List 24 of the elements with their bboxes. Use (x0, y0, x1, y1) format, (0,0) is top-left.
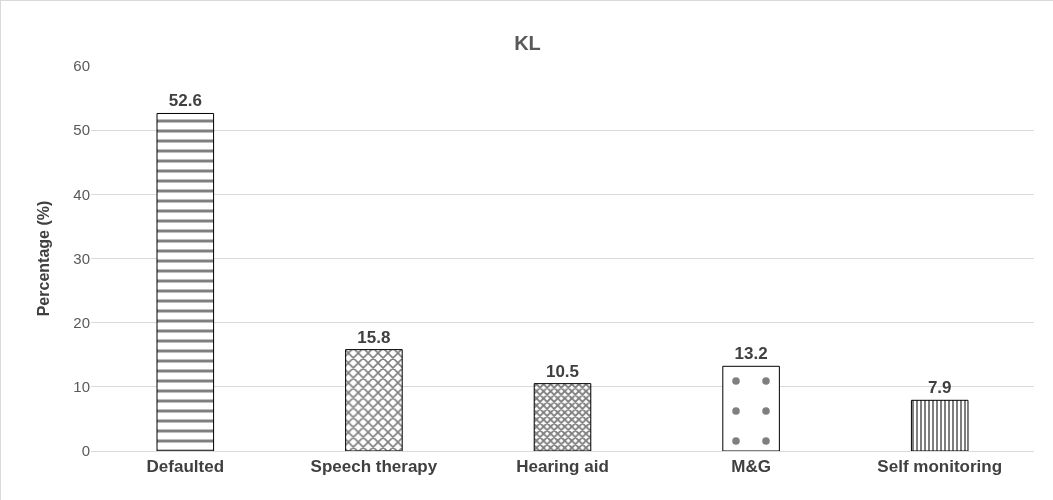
y-tick-label: 60 (73, 57, 90, 75)
bar (722, 365, 780, 451)
data-label: 52.6 (168, 91, 202, 111)
bar (156, 112, 215, 451)
y-axis-title: Percentage (%) (35, 200, 52, 317)
bar (533, 383, 592, 451)
y-tick-label: 0 (81, 442, 90, 460)
y-tick-label: 30 (73, 249, 90, 267)
y-tick-label: 10 (73, 378, 90, 396)
x-tick-label: Hearing aid (516, 457, 609, 477)
x-tick-label: Defaulted (146, 457, 225, 477)
y-tick-label: 50 (73, 121, 90, 139)
bar (345, 349, 403, 451)
x-tick-label: M&G (731, 457, 771, 477)
x-tick-label: Self monitoring (877, 457, 1003, 477)
data-label: 7.9 (927, 378, 952, 398)
data-label: 13.2 (734, 344, 768, 364)
data-label: 10.5 (545, 361, 580, 381)
y-tick-label: 20 (73, 313, 90, 331)
data-label: 15.8 (357, 327, 391, 347)
bar (910, 399, 969, 451)
chart-title: KL (514, 32, 541, 54)
y-tick-label: 40 (73, 185, 90, 203)
x-tick-label: Speech therapy (310, 457, 438, 477)
